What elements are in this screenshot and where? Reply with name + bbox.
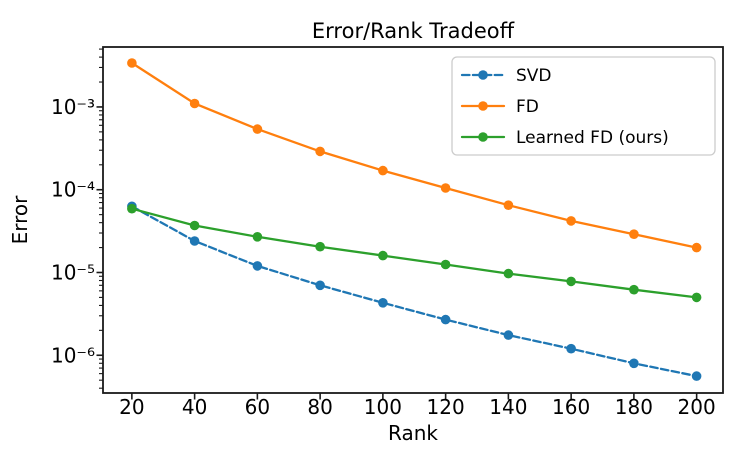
data-point-learned-fd-ours [189,220,200,231]
data-point-learned-fd-ours [127,203,137,214]
axis-ticks: 20 40 60 80 100 120 140 160 180 200 10⁻³ 10⁻⁴ 10⁻⁵ 10… [51,48,716,419]
data-point-svd [189,236,200,246]
x-tick-label: 60 [245,395,270,419]
legend-marker [478,101,488,111]
data-point-svd [440,314,451,325]
plot-border [102,46,724,394]
x-tick-label: 180 [615,395,653,419]
data-point-fd [566,216,576,226]
data-point-learned-fd-ours [252,232,263,242]
series-line-fd [130,61,698,249]
data-point-fd [378,165,388,176]
data-point-learned-fd-ours [566,276,576,287]
data-point-fd [315,146,325,157]
x-tick-label: 40 [182,395,207,419]
data-point-fd [629,229,639,239]
x-tick-label: 100 [364,395,402,419]
y-tick-label: 10⁻⁴ [51,178,95,202]
legend: SVD FD Learned FD (ours) [451,56,716,156]
data-point-fd [691,242,702,253]
x-tick-label: 80 [307,395,332,419]
x-axis-label: Rank [388,421,438,445]
series-line-svd [130,205,698,378]
data-point-learned-fd-ours [378,250,388,261]
data-point-fd [127,58,137,68]
data-point-learned-fd-ours [315,241,325,252]
legend-marker [478,132,488,142]
series-learned-fd-ours [127,203,702,303]
data-point-fd [503,200,514,210]
x-tick-label: 160 [552,395,590,419]
x-tick-label: 140 [489,395,527,419]
data-point-svd [503,330,514,340]
data-point-fd [440,183,451,193]
x-tick-label: 200 [678,395,716,419]
y-axis-label: Error [8,195,32,245]
legend-entry-learned-fd-ours: Learned FD (ours) [460,128,669,148]
data-point-svd [691,371,702,381]
data-point-svd [378,298,388,308]
x-tick-label: 120 [427,395,465,419]
legend-marker [478,70,488,80]
data-point-fd [252,124,263,134]
legend-box [451,56,716,156]
chart-title: Error/Rank Tradeoff [312,19,515,43]
y-tick-label: 10⁻³ [51,95,95,119]
series-fd [127,58,702,253]
legend-entry-fd: FD [460,97,539,117]
series-line-learned-fd-ours [130,207,698,299]
legend-label: FD [516,97,539,117]
data-point-svd [315,280,325,291]
legend-label: SVD [516,66,552,86]
x-tick-label: 20 [119,395,144,419]
legend-entry-svd: SVD [460,66,552,86]
data-point-svd [252,261,263,271]
y-tick-label: 10⁻⁶ [51,343,95,367]
data-series [127,58,702,381]
data-point-svd [566,343,576,354]
data-point-fd [189,98,200,109]
data-point-learned-fd-ours [503,268,514,279]
legend-label: Learned FD (ours) [516,128,669,148]
data-point-svd [629,358,639,369]
data-point-learned-fd-ours [440,259,451,270]
series-svd [127,201,702,381]
data-point-learned-fd-ours [629,284,639,295]
data-point-learned-fd-ours [691,292,702,303]
y-tick-label: 10⁻⁵ [51,260,95,284]
